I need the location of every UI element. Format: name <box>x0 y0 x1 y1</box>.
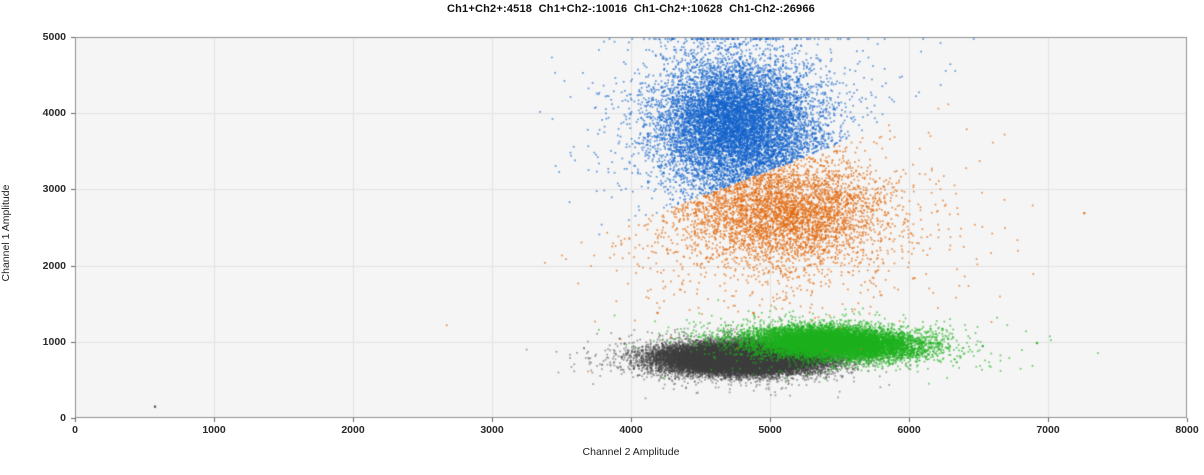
y-tick-label: 4000 <box>42 107 66 120</box>
y-tick-label: 2000 <box>42 259 66 272</box>
x-tick-label: 6000 <box>897 424 921 436</box>
x-axis-label: Channel 2 Amplitude <box>582 446 680 458</box>
y-tick-label: 1000 <box>42 335 66 348</box>
x-tick-label: 0 <box>72 424 78 436</box>
x-tick-label: 2000 <box>341 424 365 436</box>
y-tick-label: 3000 <box>42 183 66 196</box>
x-tick-label: 4000 <box>619 424 643 436</box>
x-tick-label: 3000 <box>480 424 504 436</box>
x-tick-label: 7000 <box>1036 424 1060 436</box>
y-tick-label: 0 <box>60 412 66 424</box>
x-tick-label: 8000 <box>1175 424 1199 436</box>
x-tick-label: 5000 <box>758 424 782 436</box>
y-axis-label: Channel 1 Amplitude <box>0 184 12 282</box>
y-tick-label: 5000 <box>42 31 66 43</box>
x-tick-label: 1000 <box>202 424 226 436</box>
